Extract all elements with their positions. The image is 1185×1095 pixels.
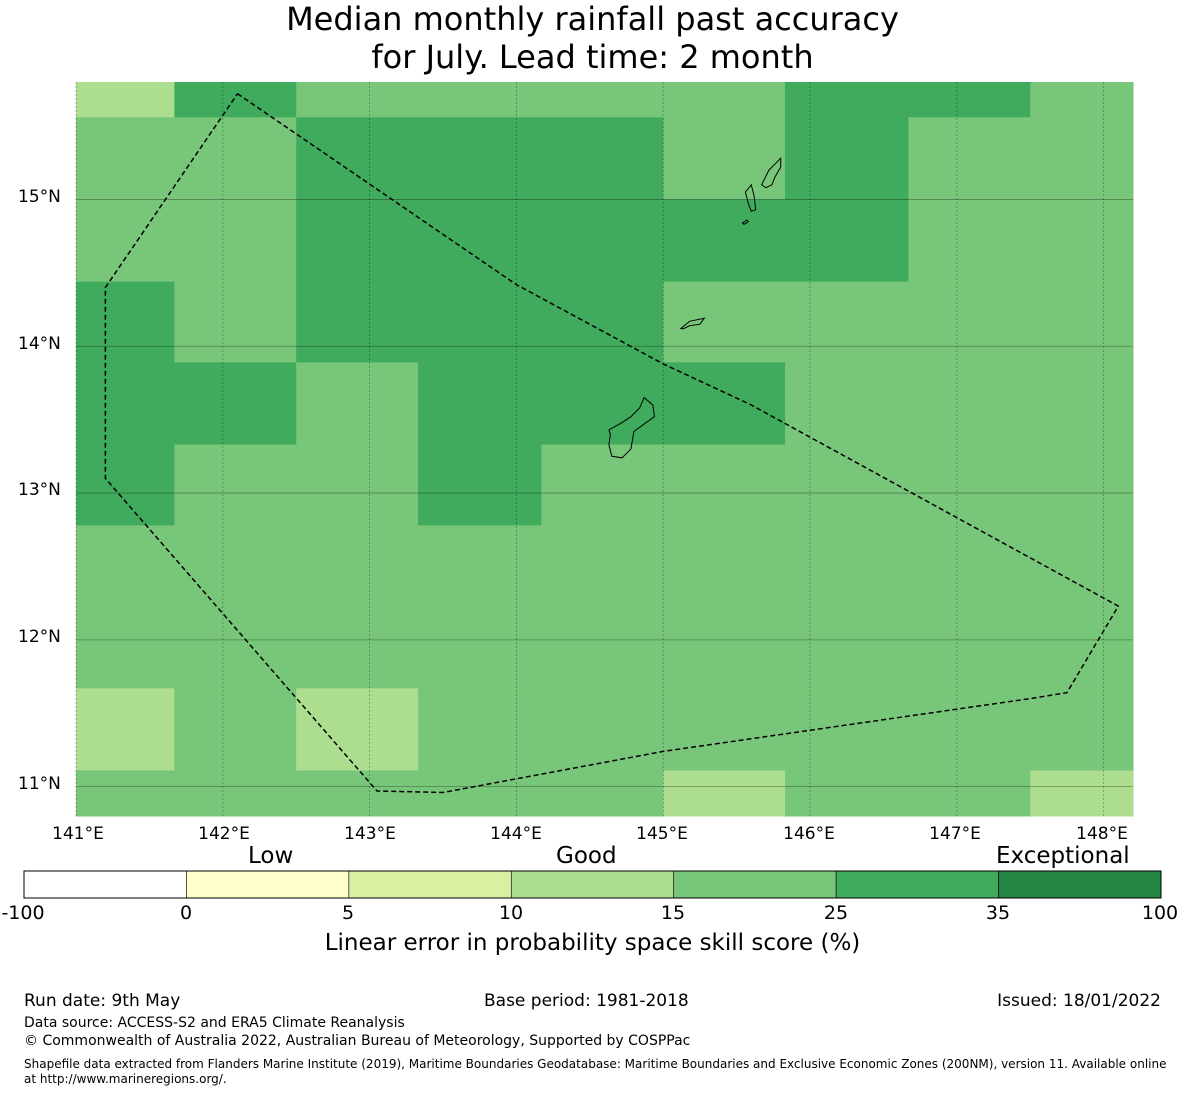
skill-cell-28 bbox=[418, 688, 1134, 771]
skill-cell-22 bbox=[418, 444, 542, 526]
skill-cell-21 bbox=[174, 444, 419, 526]
eez-boundary-line bbox=[104, 93, 1120, 794]
island-guam bbox=[608, 396, 655, 459]
lat-label-15n: 15°N bbox=[18, 187, 61, 207]
skill-cell-2 bbox=[296, 82, 664, 118]
legend-tick-100: 100 bbox=[1141, 902, 1179, 924]
island-tinian bbox=[744, 183, 757, 212]
map-title: Median monthly rainfall past accuracy fo… bbox=[0, 0, 1185, 76]
skill-cell-8 bbox=[663, 117, 786, 200]
skill-cell-25 bbox=[76, 688, 175, 771]
legend-category-exceptional: Exceptional bbox=[996, 843, 1130, 869]
skill-cell-9 bbox=[663, 199, 786, 283]
map-title-line-1: Median monthly rainfall past accuracy bbox=[286, 0, 899, 38]
legend-tick-35: 35 bbox=[985, 902, 1011, 924]
issued-date: Issued: 18/01/2022 bbox=[997, 991, 1161, 1011]
legend-tick-minus-100: -100 bbox=[1, 902, 45, 924]
skill-cell-14 bbox=[296, 281, 664, 363]
colorbar-segment-6 bbox=[998, 870, 1162, 899]
colorbar-segment-2 bbox=[348, 870, 512, 899]
legend-tick-0: 0 bbox=[179, 902, 193, 924]
skill-cell-7 bbox=[296, 117, 664, 283]
lon-label-147e: 147°E bbox=[929, 824, 981, 844]
skill-cell-5 bbox=[1030, 82, 1134, 118]
colorbar-frame bbox=[23, 870, 1162, 899]
legend-tick-5: 5 bbox=[341, 902, 355, 924]
lon-label-145e: 145°E bbox=[636, 824, 688, 844]
legend-category-low: Low bbox=[248, 843, 294, 869]
lon-label-146e: 146°E bbox=[783, 824, 835, 844]
skill-grid-cells bbox=[76, 82, 1134, 817]
lon-label-148e: 148°E bbox=[1076, 824, 1128, 844]
colorbar-segment-3 bbox=[510, 870, 675, 899]
skill-cell-1 bbox=[174, 82, 297, 118]
legend-tick-10: 10 bbox=[498, 902, 524, 924]
colorbar-title: Linear error in probability space skill … bbox=[324, 930, 861, 956]
island-aguijan bbox=[741, 219, 750, 226]
lat-label-12n: 12°N bbox=[18, 627, 61, 647]
lon-label-144e: 144°E bbox=[490, 824, 542, 844]
skill-cell-10 bbox=[785, 117, 909, 283]
skill-cell-15 bbox=[663, 281, 1134, 363]
lat-label-11n: 11°N bbox=[18, 774, 61, 794]
skill-cell-0 bbox=[76, 82, 175, 118]
base-period: Base period: 1981-2018 bbox=[484, 991, 689, 1011]
skill-cell-26 bbox=[174, 688, 297, 771]
colorbar-boxes bbox=[23, 870, 1162, 899]
skill-cell-11 bbox=[908, 117, 1134, 283]
skill-cell-20 bbox=[76, 444, 175, 526]
shapefile-credit: Shapefile data extracted from Flanders M… bbox=[24, 1057, 1167, 1086]
lon-label-142e: 142°E bbox=[198, 824, 250, 844]
map-title-line-2: for July. Lead time: 2 month bbox=[371, 38, 814, 76]
lon-label-141e: 141°E bbox=[52, 824, 104, 844]
island-saipan bbox=[760, 157, 782, 189]
island-coastlines bbox=[608, 157, 782, 459]
skill-cell-29 bbox=[76, 770, 664, 817]
colorbar-segment-5 bbox=[835, 870, 999, 899]
copyright-notice: © Commonwealth of Australia 2022, Austra… bbox=[24, 1033, 691, 1049]
skill-cell-30 bbox=[663, 770, 786, 817]
skill-cell-31 bbox=[785, 770, 1031, 817]
island-rota bbox=[679, 317, 706, 330]
skill-cell-18 bbox=[418, 362, 786, 446]
skill-cell-19 bbox=[785, 362, 1134, 446]
skill-cell-4 bbox=[785, 82, 1031, 118]
skill-cell-6 bbox=[76, 117, 297, 283]
skill-cell-3 bbox=[663, 82, 786, 118]
colorbar-segment-1 bbox=[186, 870, 350, 899]
lat-lon-gridlines bbox=[75, 82, 1133, 816]
skill-cell-27 bbox=[296, 688, 419, 771]
lon-label-143e: 143°E bbox=[344, 824, 396, 844]
data-source: Data source: ACCESS-S2 and ERA5 Climate … bbox=[24, 1015, 405, 1031]
skill-cell-24 bbox=[76, 525, 1134, 689]
run-date: Run date: 9th May bbox=[24, 991, 181, 1011]
skill-cell-32 bbox=[1030, 770, 1134, 817]
lat-label-13n: 13°N bbox=[18, 480, 61, 500]
skill-cell-23 bbox=[541, 444, 1134, 526]
legend-category-good: Good bbox=[556, 843, 617, 869]
skill-cell-17 bbox=[296, 362, 419, 446]
colorbar-segment-4 bbox=[673, 870, 837, 899]
legend-tick-15: 15 bbox=[660, 902, 686, 924]
skill-cell-13 bbox=[174, 281, 297, 363]
colorbar-segment-0 bbox=[23, 870, 187, 899]
skill-cell-16 bbox=[76, 362, 297, 446]
skill-cell-12 bbox=[76, 281, 175, 363]
legend-tick-25: 25 bbox=[823, 902, 849, 924]
lat-label-14n: 14°N bbox=[18, 334, 61, 354]
